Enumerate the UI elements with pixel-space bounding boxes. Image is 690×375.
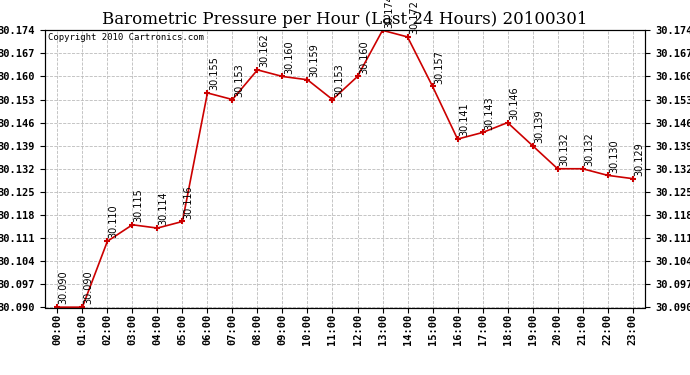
Text: 30.174: 30.174 xyxy=(384,0,394,27)
Text: 30.141: 30.141 xyxy=(459,103,469,136)
Text: 30.143: 30.143 xyxy=(484,96,494,130)
Text: 30.132: 30.132 xyxy=(584,132,594,166)
Text: 30.172: 30.172 xyxy=(409,0,419,34)
Text: 30.090: 30.090 xyxy=(83,271,94,304)
Text: 30.153: 30.153 xyxy=(234,63,244,97)
Text: 30.130: 30.130 xyxy=(609,139,619,172)
Text: 30.115: 30.115 xyxy=(134,188,144,222)
Text: 30.153: 30.153 xyxy=(334,63,344,97)
Text: 30.155: 30.155 xyxy=(209,56,219,90)
Text: 30.162: 30.162 xyxy=(259,33,269,67)
Text: 30.090: 30.090 xyxy=(59,271,69,304)
Text: 30.160: 30.160 xyxy=(359,40,369,74)
Text: 30.116: 30.116 xyxy=(184,185,194,219)
Text: 30.160: 30.160 xyxy=(284,40,294,74)
Text: Copyright 2010 Cartronics.com: Copyright 2010 Cartronics.com xyxy=(48,33,204,42)
Title: Barometric Pressure per Hour (Last 24 Hours) 20100301: Barometric Pressure per Hour (Last 24 Ho… xyxy=(102,12,588,28)
Text: 30.159: 30.159 xyxy=(309,43,319,77)
Text: 30.132: 30.132 xyxy=(559,132,569,166)
Text: 30.110: 30.110 xyxy=(109,205,119,238)
Text: 30.146: 30.146 xyxy=(509,86,519,120)
Text: 30.139: 30.139 xyxy=(534,109,544,143)
Text: 30.114: 30.114 xyxy=(159,192,169,225)
Text: 30.157: 30.157 xyxy=(434,50,444,84)
Text: 30.129: 30.129 xyxy=(634,142,644,176)
